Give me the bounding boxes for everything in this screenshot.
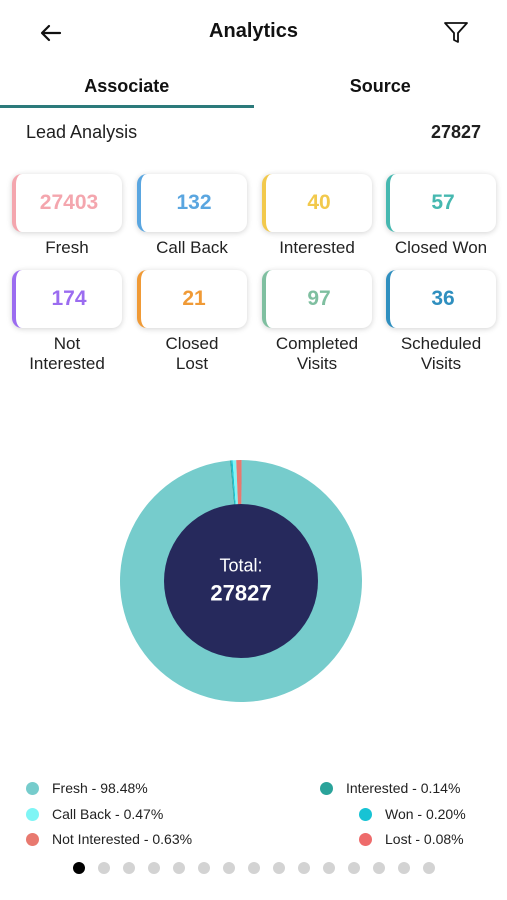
- stat-call-back[interactable]: 132 Call Back: [137, 174, 247, 258]
- legend-label: Lost - 0.08%: [385, 831, 464, 847]
- page-dot[interactable]: [422, 862, 435, 874]
- legend-item-interested: Interested - 0.14%: [320, 780, 460, 796]
- filter-icon: [444, 22, 468, 43]
- donut-center-label: Total:: [219, 555, 263, 576]
- donut-center-value: 27827: [210, 580, 272, 606]
- page-indicator: [0, 862, 507, 874]
- page-dot[interactable]: [272, 862, 285, 874]
- legend-item-call-back: Call Back - 0.47%: [26, 806, 163, 822]
- stat-scheduled-visits[interactable]: 36 Scheduled Visits: [386, 270, 496, 374]
- page-dot[interactable]: [372, 862, 385, 874]
- page-dot[interactable]: [197, 862, 210, 874]
- stat-card: 40: [262, 174, 372, 232]
- stat-label: Interested: [279, 238, 355, 257]
- legend-label: Won - 0.20%: [385, 806, 466, 822]
- legend-dot: [26, 832, 39, 846]
- donut-chart: Total: 27827: [110, 458, 372, 704]
- stat-card: 57: [386, 174, 496, 232]
- filter-button[interactable]: [441, 18, 471, 48]
- tab-source[interactable]: Source: [349, 76, 411, 96]
- page-dot[interactable]: [97, 862, 110, 874]
- stat-fresh[interactable]: 27403 Fresh: [12, 174, 122, 258]
- donut-chart-svg: [119, 460, 362, 702]
- stat-label: Call Back: [156, 238, 228, 257]
- stat-card: 27403: [12, 174, 122, 232]
- arrow-left-icon: [40, 24, 62, 42]
- stat-interested[interactable]: 40 Interested: [262, 174, 372, 258]
- stat-not-interested[interactable]: 174 Not Interested: [12, 270, 122, 374]
- stat-card: 174: [12, 270, 122, 328]
- page-dot[interactable]: [247, 862, 260, 874]
- stat-card: 97: [262, 270, 372, 328]
- stat-card: 21: [137, 270, 247, 328]
- stat-label: Completed Visits: [275, 334, 359, 373]
- legend-item-fresh: Fresh - 98.48%: [26, 780, 148, 796]
- stat-completed-visits[interactable]: 97 Completed Visits: [262, 270, 372, 374]
- stat-card: 36: [386, 270, 496, 328]
- donut-center: Total: 27827: [210, 556, 271, 607]
- page-dot[interactable]: [122, 862, 135, 874]
- app-header: Analytics: [0, 0, 507, 66]
- legend-item-won: Won - 0.20%: [359, 806, 466, 822]
- stat-closed-lost[interactable]: 21 Closed Lost: [137, 270, 247, 374]
- stat-label: Closed Won: [394, 238, 488, 257]
- tab-associate[interactable]: Associate: [0, 66, 254, 108]
- legend-dot: [26, 807, 39, 821]
- page-dot[interactable]: [347, 862, 360, 874]
- legend-label: Call Back - 0.47%: [52, 806, 164, 822]
- lead-analysis-total: 27827: [430, 122, 481, 142]
- stat-label: Fresh: [45, 238, 89, 257]
- legend-dot: [359, 807, 372, 821]
- page-dot[interactable]: [322, 862, 335, 874]
- lead-analysis-row: Lead Analysis 27827: [26, 122, 481, 143]
- page-dot[interactable]: [222, 862, 235, 874]
- legend-item-not-interested: Not Interested - 0.63%: [26, 831, 192, 847]
- page-dot[interactable]: [147, 862, 160, 874]
- page-dot[interactable]: [72, 862, 85, 874]
- legend-item-lost: Lost - 0.08%: [359, 831, 464, 847]
- back-button[interactable]: [36, 18, 66, 48]
- lead-analysis-label: Lead Analysis: [26, 122, 138, 142]
- legend-dot: [359, 832, 372, 846]
- stat-label: Scheduled Visits: [400, 334, 482, 373]
- page-dot[interactable]: [397, 862, 410, 874]
- stat-label: Closed Lost: [165, 334, 219, 373]
- stat-card: 132: [137, 174, 247, 232]
- donut-hole: [164, 504, 318, 658]
- legend-label: Not Interested - 0.63%: [52, 831, 193, 847]
- legend-label: Fresh - 98.48%: [52, 780, 148, 796]
- legend-label: Interested - 0.14%: [346, 780, 461, 796]
- page-dot[interactable]: [172, 862, 185, 874]
- legend-dot: [26, 781, 39, 795]
- legend-dot: [320, 781, 333, 795]
- page-dot[interactable]: [297, 862, 310, 874]
- tab-bar: Associate Source: [0, 66, 507, 108]
- page-title: Analytics: [209, 20, 298, 42]
- stat-label: Not Interested: [29, 334, 105, 373]
- stat-closed-won[interactable]: 57 Closed Won: [386, 174, 496, 258]
